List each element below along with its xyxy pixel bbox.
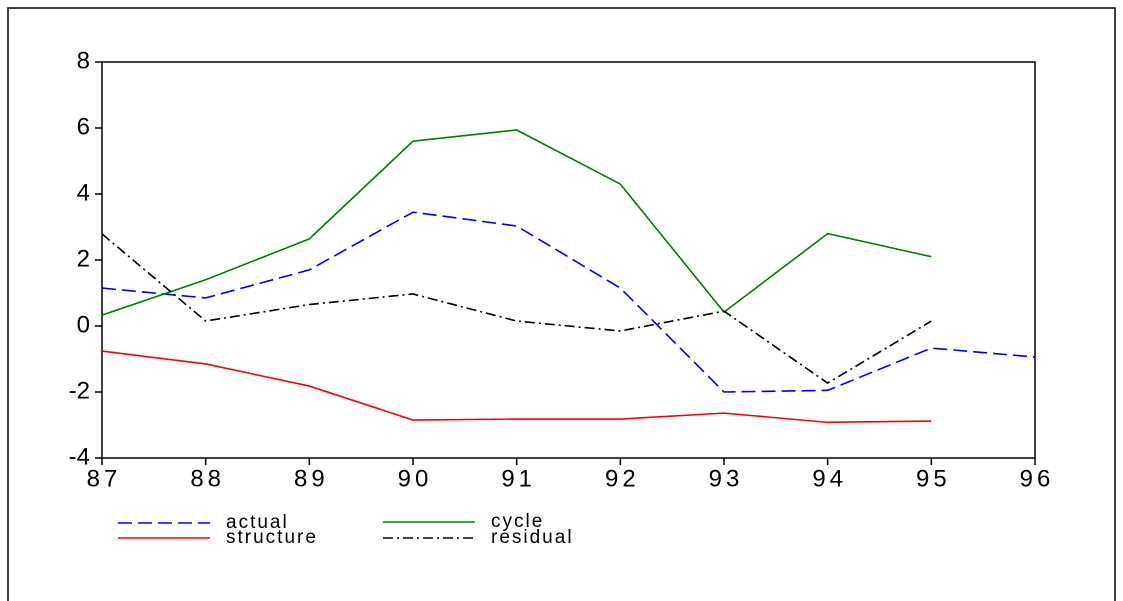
series-line	[101, 233, 932, 385]
x-tick-label: 95	[916, 465, 951, 492]
x-tick-label: 90	[398, 465, 433, 492]
x-tick-label: 92	[605, 465, 640, 492]
frame	[7, 7, 1116, 601]
x-tick-label: 91	[501, 465, 536, 492]
x-tick-label: 88	[190, 465, 225, 492]
series-line	[101, 211, 1036, 393]
series-line	[101, 350, 932, 424]
x-tick-label: 96	[1020, 465, 1055, 492]
y-tick-label: -4	[69, 443, 90, 470]
y-tick-label: 6	[77, 113, 90, 140]
legend-label: cycle	[491, 511, 544, 532]
legend-label: structure	[226, 527, 318, 548]
x-tick-label: 89	[294, 465, 329, 492]
y-tick-label: -2	[69, 377, 90, 404]
y-tick-label: 4	[77, 179, 90, 206]
series-line	[101, 129, 932, 316]
y-tick-label: 2	[77, 245, 90, 272]
y-tick-label: 8	[77, 47, 90, 74]
x-tick-label: 93	[709, 465, 744, 492]
legend-label: actual	[226, 512, 289, 533]
legend-label: residual	[491, 527, 574, 548]
plot-area	[101, 61, 1036, 459]
x-tick-label: 94	[812, 465, 847, 492]
x-tick-label: 87	[87, 465, 122, 492]
y-tick-label: 0	[77, 311, 90, 338]
